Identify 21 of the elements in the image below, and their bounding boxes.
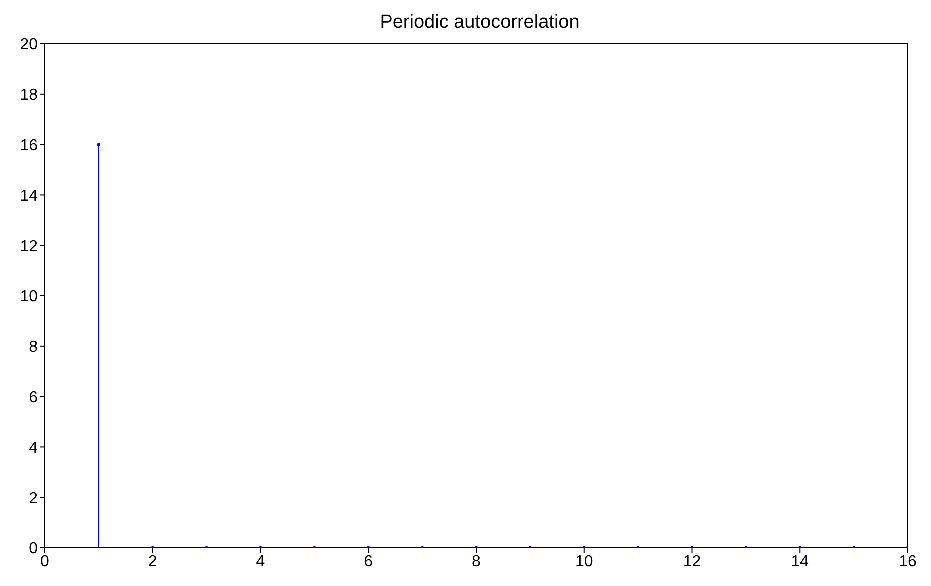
y-tick-label: 2: [29, 490, 38, 508]
x-tick-label: 0: [40, 553, 50, 570]
x-tick-label: 10: [575, 553, 594, 570]
y-tick-label: 16: [20, 137, 38, 154]
x-tick-label: 12: [683, 553, 702, 570]
y-tick-label: 10: [20, 288, 38, 306]
y-tick-label: 14: [20, 188, 38, 205]
x-tick-label: 14: [791, 553, 810, 570]
y-tick-label: 20: [20, 36, 38, 54]
y-tick-label: 12: [20, 238, 38, 256]
x-tick-label: 2: [148, 553, 158, 570]
y-tick-label: 4: [29, 440, 38, 457]
chart-title: Periodic autocorrelation: [379, 12, 581, 34]
x-tick-label: 8: [472, 553, 482, 570]
y-tick-label: 0: [29, 540, 38, 558]
y-tick-label: 8: [29, 339, 38, 356]
x-tick-label: 6: [364, 553, 374, 570]
x-tick-label: 16: [899, 553, 917, 570]
x-tick-label: 4: [256, 553, 266, 570]
y-tick-label: 18: [20, 87, 38, 104]
y-tick-label: 6: [29, 389, 38, 406]
